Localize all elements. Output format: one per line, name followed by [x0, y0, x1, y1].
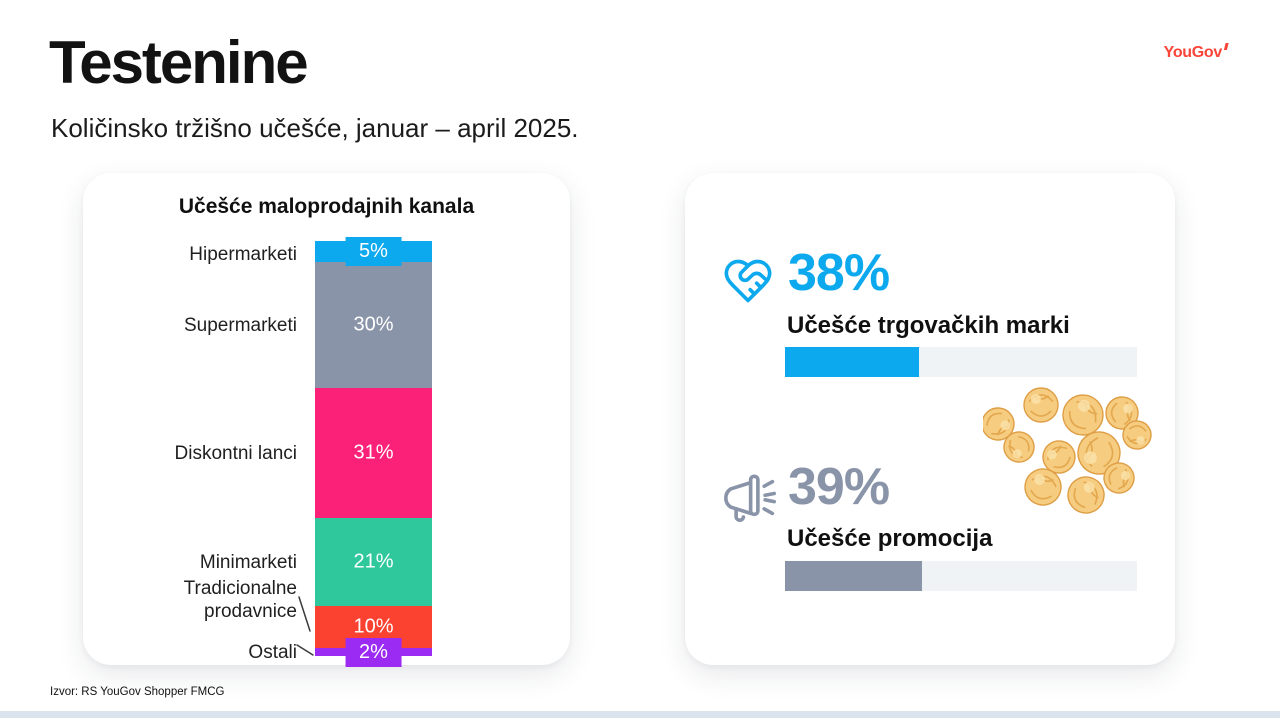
category-label-hipermarketi: Hipermarketi [189, 244, 297, 265]
retail-channels-card: Učešće maloprodajnih kanala Hipermarketi… [83, 173, 570, 667]
bar-segment-label: 5% [345, 237, 402, 266]
yougov-logo: YouGov [1163, 43, 1229, 62]
category-label-tradicionalne-prodavnice: Tradicionalne prodavnice [183, 578, 297, 622]
bar-segment-5: 2% [315, 638, 432, 667]
bottom-strip [0, 711, 1280, 718]
chart-title: Učešće maloprodajnih kanala [178, 195, 475, 218]
bar-segment-label: 21% [353, 550, 394, 573]
pasta-nests-image [983, 387, 1152, 514]
bar-segment-label: 10% [353, 615, 394, 638]
kpi-progress-track [785, 347, 1137, 377]
kpi-label: Učešće promocija [787, 525, 993, 552]
kpi-value: 38% [788, 244, 890, 302]
kpi-card: 38% Učešće trgovačkih marki 39% Učešće p… [685, 173, 1175, 665]
kpi-progress-fill [785, 561, 923, 591]
yougov-logo-text: YouGov [1163, 44, 1223, 61]
category-label-supermarketi: Supermarketi [184, 315, 297, 336]
kpi-label: Učešće trgovačkih marki [787, 312, 1070, 339]
category-label-ostali: Ostali [248, 642, 297, 663]
page-title: Testenine [49, 29, 309, 96]
category-label-diskontni-lanci: Diskontni lanci [174, 443, 298, 464]
bar-segment-label: 31% [353, 441, 394, 464]
kpi-progress-fill [785, 347, 919, 377]
leader-lines [296, 596, 314, 656]
logo-tick-icon [1223, 43, 1229, 50]
bar-segment-1: 30% [315, 262, 432, 388]
bar-segment-3: 21% [315, 518, 432, 606]
bar-segment-0: 5% [315, 237, 432, 266]
kpi-value: 39% [788, 458, 890, 516]
kpi-progress-track [785, 561, 1137, 591]
page-subtitle: Količinsko tržišno učešće, januar – apri… [51, 113, 579, 143]
source-text: Izvor: RS YouGov Shopper FMCG [50, 686, 225, 698]
bar-segment-2: 31% [315, 388, 432, 518]
bar-segment-label: 30% [353, 313, 394, 336]
category-label-minimarketi: Minimarketi [199, 552, 297, 573]
bar-segment-label: 2% [345, 638, 402, 667]
megaphone-icon [718, 469, 776, 532]
heart-handshake-icon [722, 255, 774, 312]
stacked-bar: 5% 30% 31% 21% 10% 2% [315, 237, 432, 667]
